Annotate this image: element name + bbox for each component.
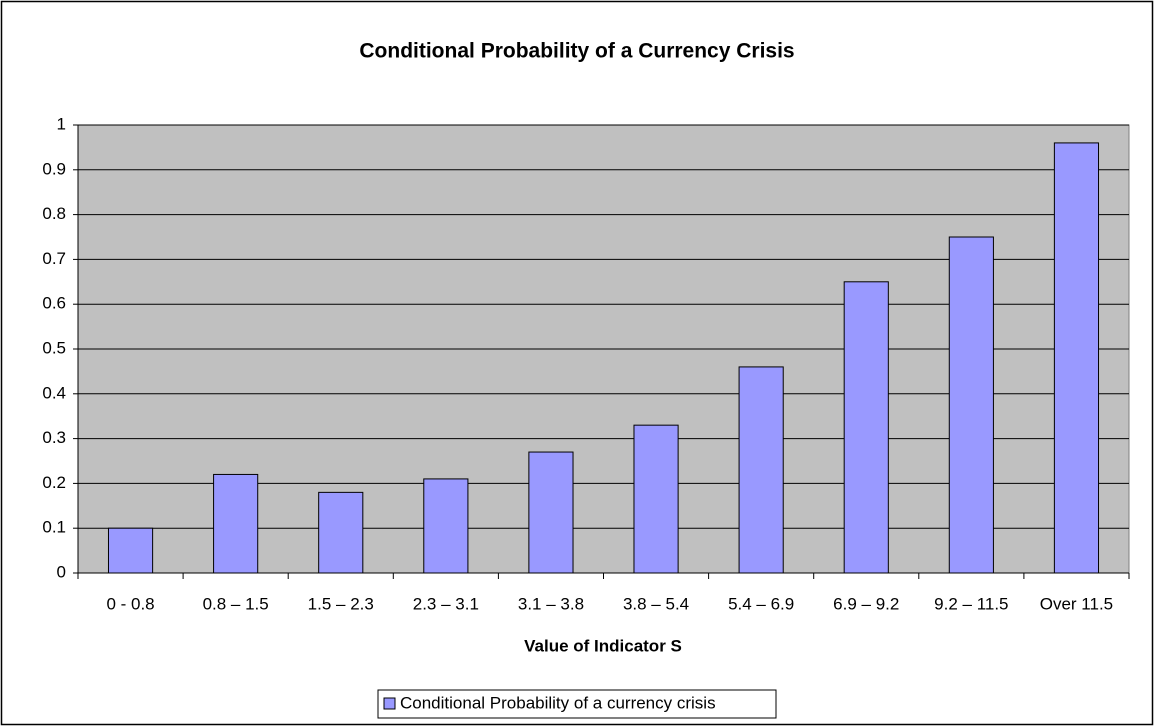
bar <box>738 366 784 574</box>
x-tick-label: 2.3 – 3.1 <box>413 594 479 613</box>
y-tick-label: 0 <box>57 562 66 581</box>
y-tick-label: 0.4 <box>42 383 66 402</box>
x-tick-label: 0 - 0.8 <box>106 594 154 613</box>
x-tick-label: Over 11.5 <box>1040 594 1113 613</box>
x-tick-label: 3.1 – 3.8 <box>518 594 584 613</box>
bar <box>318 491 364 574</box>
bar <box>213 473 259 574</box>
bar <box>423 478 469 574</box>
x-tick-label: 0.8 – 1.5 <box>203 594 269 613</box>
x-tick-label: 6.9 – 9.2 <box>833 594 899 613</box>
y-tick-label: 0.7 <box>42 249 66 268</box>
y-tick-label: 0.2 <box>42 473 66 492</box>
bar <box>107 527 154 574</box>
y-tick-label: 0.5 <box>42 338 66 357</box>
legend-label: Conditional Probability of a currency cr… <box>400 693 716 712</box>
chart-title: Conditional Probability of a Currency Cr… <box>359 40 794 63</box>
bar <box>633 424 679 574</box>
y-tick-label: 1 <box>57 114 66 133</box>
x-tick-label: 3.8 – 5.4 <box>623 594 689 613</box>
x-tick-label: 1.5 – 2.3 <box>308 594 374 613</box>
bar <box>528 451 574 574</box>
x-tick-label: 5.4 – 6.9 <box>728 594 794 613</box>
x-tick-label: 9.2 – 11.5 <box>934 594 1008 613</box>
legend-swatch <box>383 697 396 710</box>
bar <box>843 281 889 574</box>
legend <box>377 689 777 719</box>
y-tick-label: 0.8 <box>42 204 66 223</box>
y-tick-label: 0.3 <box>42 428 66 447</box>
y-tick-label: 0.1 <box>42 518 66 537</box>
y-tick-label: 0.6 <box>42 294 66 313</box>
x-axis-label: Value of Indicator S <box>524 636 682 655</box>
y-tick-label: 0.9 <box>42 159 66 178</box>
bar <box>1053 142 1100 574</box>
bar <box>948 236 994 574</box>
